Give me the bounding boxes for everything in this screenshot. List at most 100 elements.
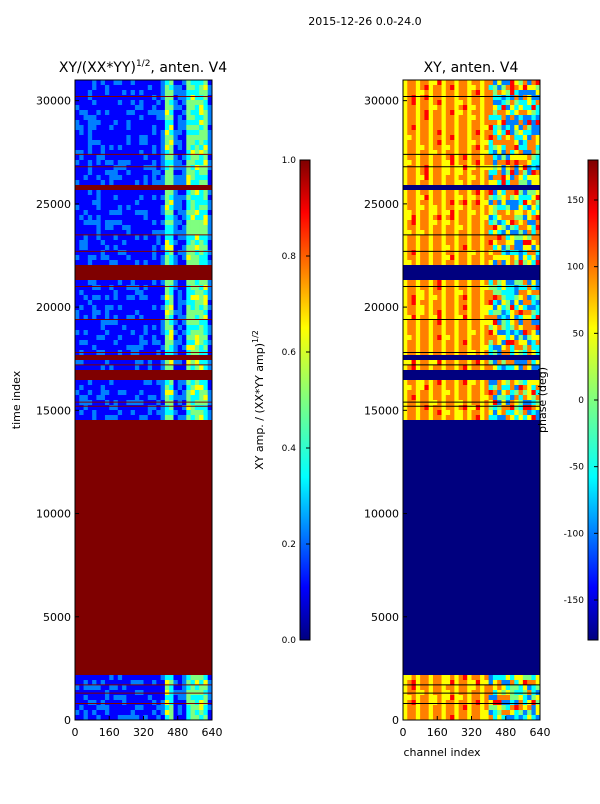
heatmap-cell — [122, 95, 127, 101]
heatmap-cell — [190, 105, 196, 111]
heatmap-cell — [104, 400, 110, 406]
heatmap-cell — [207, 325, 212, 331]
heatmap-cell — [492, 295, 498, 301]
heatmap-cell — [83, 250, 89, 256]
heatmap-cell — [83, 345, 89, 351]
heatmap-cell — [467, 110, 472, 116]
heatmap-cell — [535, 285, 540, 291]
heatmap-cell — [203, 80, 209, 86]
heatmap-cell — [83, 235, 89, 241]
heatmap-cell — [505, 115, 511, 121]
heatmap-cell — [87, 200, 93, 206]
heatmap-cell — [92, 415, 97, 421]
heatmap-cell — [169, 715, 174, 720]
heatmap-cell — [194, 145, 200, 151]
heatmap-cell — [501, 290, 507, 296]
heatmap-cell — [96, 695, 102, 701]
heatmap-cell — [100, 710, 106, 716]
heatmap-cell — [152, 215, 157, 221]
heatmap-cell — [194, 205, 200, 211]
heatmap-cell — [190, 245, 196, 251]
heatmap-cell — [432, 210, 438, 216]
heatmap-cell — [492, 130, 498, 136]
heatmap-cell — [173, 205, 179, 211]
heatmap-cell — [458, 710, 464, 716]
heatmap-cell — [203, 250, 209, 256]
heatmap-cell — [207, 290, 212, 296]
heatmap-cell — [160, 405, 166, 411]
heatmap-cell — [488, 405, 494, 411]
heatmap-cell — [109, 715, 115, 720]
heatmap-cell — [407, 130, 413, 136]
heatmap-cell — [411, 335, 417, 341]
heatmap-cell — [475, 155, 481, 161]
heatmap-cell — [139, 245, 144, 251]
heatmap-cell — [415, 180, 421, 186]
heatmap-cell — [207, 95, 212, 101]
heatmap-cell — [186, 230, 192, 236]
heatmap-band — [75, 645, 212, 651]
colorbar-tick-label: 0.0 — [282, 636, 297, 646]
heatmap-cell — [437, 95, 443, 101]
heatmap-cell — [96, 345, 102, 351]
heatmap-cell — [437, 345, 443, 351]
heatmap-cell — [199, 230, 204, 236]
heatmap-cell — [527, 245, 532, 251]
heatmap-cell — [207, 365, 212, 371]
heatmap-cell — [126, 310, 132, 316]
heatmap-cell — [160, 200, 166, 206]
heatmap-cell — [152, 140, 157, 146]
heatmap-cell — [87, 80, 93, 86]
heatmap-cell — [177, 220, 183, 226]
heatmap-cell — [467, 710, 472, 716]
heatmap-cell — [484, 115, 490, 121]
heatmap-cell — [488, 365, 494, 371]
heatmap-cell — [492, 155, 498, 161]
heatmap-cell — [432, 405, 438, 411]
heatmap-cell — [510, 260, 515, 266]
heatmap-cell — [462, 325, 468, 331]
heatmap-cell — [445, 340, 451, 346]
heatmap-cell — [160, 700, 166, 706]
heatmap-cell — [139, 410, 144, 416]
heatmap-cell — [510, 365, 515, 371]
heatmap-cell — [130, 230, 136, 236]
heatmap-cell — [207, 285, 212, 291]
heatmap-cell — [104, 310, 110, 316]
heatmap-cell — [139, 125, 144, 131]
heatmap-cell — [518, 125, 524, 131]
heatmap-cell — [92, 330, 97, 336]
heatmap-cell — [492, 280, 498, 286]
heatmap-cell — [199, 105, 204, 111]
heatmap-cell — [458, 85, 464, 91]
heatmap-cell — [480, 315, 485, 321]
heatmap-cell — [475, 180, 481, 186]
heatmap-cell — [535, 410, 540, 416]
heatmap-cell — [492, 680, 498, 686]
heatmap-cell — [104, 705, 110, 711]
heatmap-band — [75, 630, 212, 636]
heatmap-cell — [96, 335, 102, 341]
heatmap-cell — [152, 165, 157, 171]
heatmap-cell — [450, 365, 455, 371]
heatmap-cell — [134, 395, 140, 401]
heatmap-cell — [428, 140, 434, 146]
heatmap-cell — [522, 400, 528, 406]
heatmap-cell — [445, 210, 451, 216]
heatmap-cell — [437, 390, 443, 396]
heatmap-cell — [169, 250, 174, 256]
heatmap-cell — [454, 220, 460, 226]
heatmap-cell — [152, 680, 157, 686]
heatmap-cell — [113, 210, 119, 216]
heatmap-cell — [122, 680, 127, 686]
heatmap-cell — [194, 335, 200, 341]
heatmap-cell — [199, 225, 204, 231]
heatmap-cell — [488, 105, 494, 111]
heatmap-cell — [139, 310, 144, 316]
heatmap-cell — [488, 675, 494, 681]
heatmap-cell — [441, 140, 447, 146]
heatmap-cell — [173, 295, 179, 301]
right-panel-title: XY, anten. V4 — [424, 60, 519, 76]
heatmap-cell — [117, 305, 123, 311]
heatmap-cell — [531, 400, 537, 406]
